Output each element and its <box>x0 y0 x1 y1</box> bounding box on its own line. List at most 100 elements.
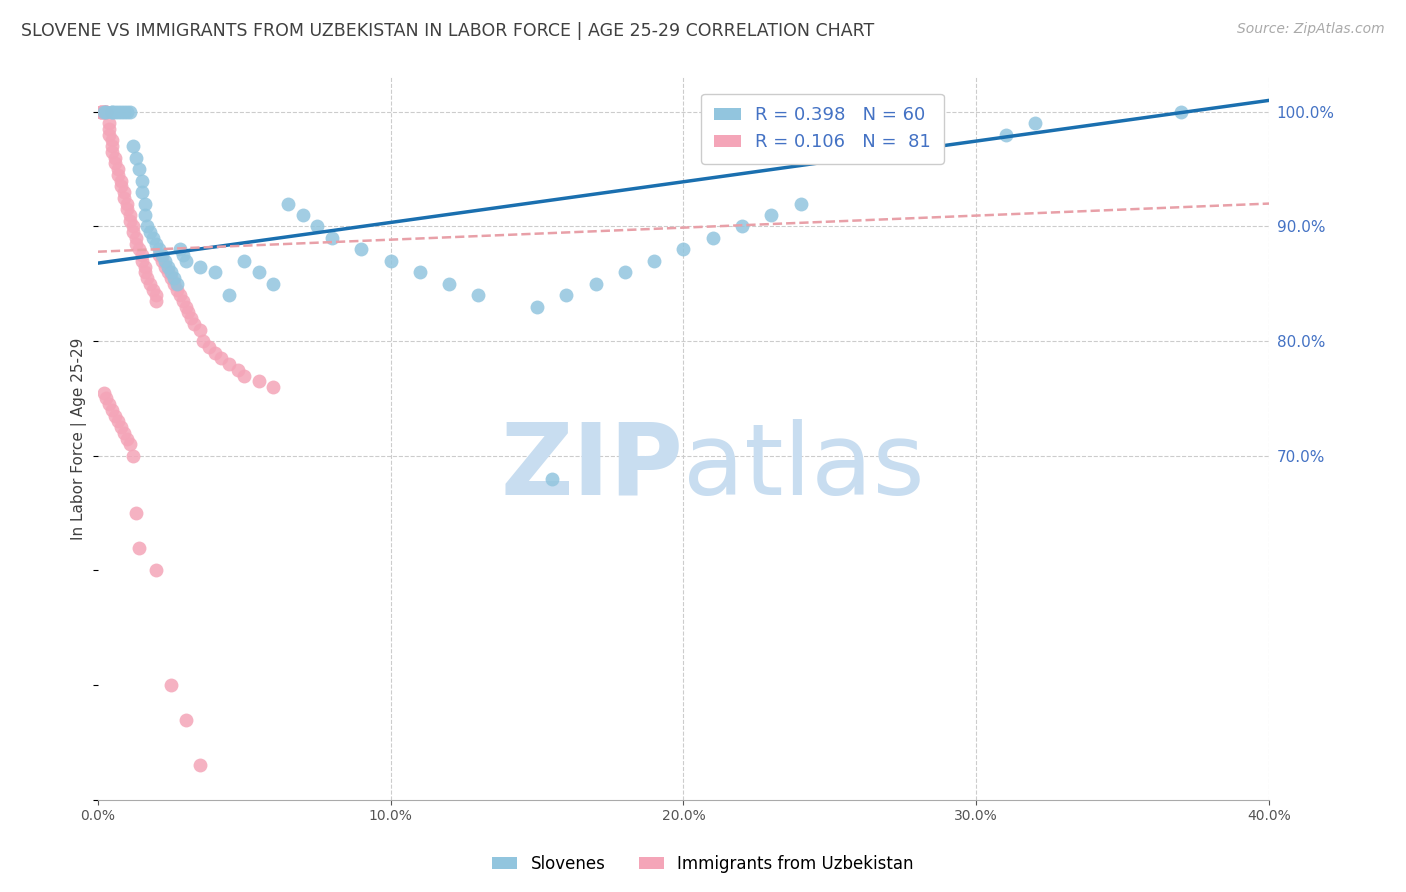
Point <box>139 277 162 291</box>
Point <box>104 156 127 170</box>
Point <box>121 139 143 153</box>
Point <box>169 288 191 302</box>
Point <box>172 293 194 308</box>
Point <box>112 104 135 119</box>
Text: Source: ZipAtlas.com: Source: ZipAtlas.com <box>1237 22 1385 37</box>
Point <box>307 219 329 234</box>
Point <box>233 368 256 383</box>
Point <box>226 363 249 377</box>
Point <box>90 104 112 119</box>
Point <box>277 196 299 211</box>
Point <box>134 196 156 211</box>
Point <box>107 168 129 182</box>
Point <box>467 288 489 302</box>
Point <box>121 225 143 239</box>
Point <box>128 243 150 257</box>
Point <box>96 104 118 119</box>
Y-axis label: In Labor Force | Age 25-29: In Labor Force | Age 25-29 <box>72 337 87 540</box>
Point <box>1170 104 1192 119</box>
Point <box>156 265 179 279</box>
Point <box>209 351 232 366</box>
Point <box>247 374 270 388</box>
Point <box>188 758 211 772</box>
Point <box>731 219 754 234</box>
Point <box>118 104 141 119</box>
Text: ZIP: ZIP <box>501 419 683 516</box>
Point <box>96 104 118 119</box>
Point <box>172 248 194 262</box>
Point <box>142 231 165 245</box>
Point <box>131 253 153 268</box>
Point <box>291 208 314 222</box>
Point <box>112 191 135 205</box>
Point <box>93 104 115 119</box>
Point <box>145 293 167 308</box>
Point <box>107 162 129 177</box>
Point <box>96 104 118 119</box>
Point <box>98 128 121 142</box>
Point <box>98 397 121 411</box>
Point <box>131 248 153 262</box>
Point <box>110 179 132 194</box>
Point <box>160 265 183 279</box>
Point <box>153 260 176 274</box>
Point <box>93 104 115 119</box>
Point <box>789 196 811 211</box>
Point <box>115 432 138 446</box>
Point <box>107 414 129 428</box>
Point <box>437 277 460 291</box>
Point <box>101 403 124 417</box>
Point <box>148 243 170 257</box>
Point <box>262 277 284 291</box>
Point <box>174 713 197 727</box>
Point <box>585 277 607 291</box>
Point <box>540 472 562 486</box>
Point <box>163 277 186 291</box>
Point <box>93 104 115 119</box>
Point <box>110 104 132 119</box>
Point <box>96 392 118 406</box>
Point <box>643 253 665 268</box>
Point <box>101 104 124 119</box>
Point <box>115 202 138 217</box>
Point <box>101 104 124 119</box>
Point <box>125 231 148 245</box>
Point <box>115 104 138 119</box>
Point <box>163 271 186 285</box>
Point <box>131 185 153 199</box>
Legend: R = 0.398   N = 60, R = 0.106   N =  81: R = 0.398 N = 60, R = 0.106 N = 81 <box>702 94 943 164</box>
Point <box>93 104 115 119</box>
Point <box>191 334 214 348</box>
Text: atlas: atlas <box>683 419 925 516</box>
Point <box>93 385 115 400</box>
Point <box>101 139 124 153</box>
Point <box>121 219 143 234</box>
Point <box>1024 116 1046 130</box>
Point <box>110 173 132 187</box>
Point <box>160 271 183 285</box>
Point <box>101 145 124 159</box>
Point <box>188 260 211 274</box>
Point <box>145 288 167 302</box>
Legend: Slovenes, Immigrants from Uzbekistan: Slovenes, Immigrants from Uzbekistan <box>485 848 921 880</box>
Point <box>118 213 141 227</box>
Point <box>702 231 724 245</box>
Point <box>177 305 200 319</box>
Point <box>145 564 167 578</box>
Point <box>198 340 221 354</box>
Point <box>188 323 211 337</box>
Point <box>350 243 373 257</box>
Point <box>118 437 141 451</box>
Point <box>145 236 167 251</box>
Point <box>104 409 127 423</box>
Point <box>526 300 548 314</box>
Point <box>180 311 202 326</box>
Point <box>247 265 270 279</box>
Point <box>125 151 148 165</box>
Point <box>118 208 141 222</box>
Point <box>166 283 188 297</box>
Point <box>174 253 197 268</box>
Point <box>169 243 191 257</box>
Point <box>134 265 156 279</box>
Point <box>160 678 183 692</box>
